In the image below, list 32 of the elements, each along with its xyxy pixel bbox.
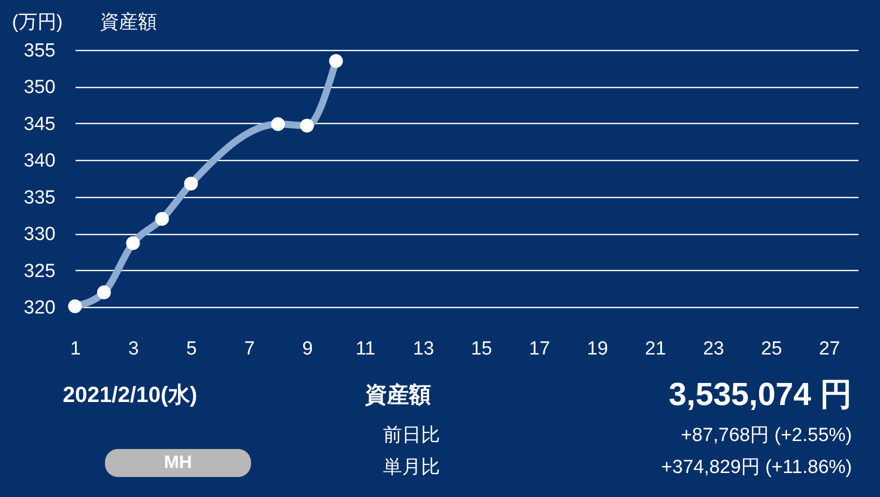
x-tick-label: 15 — [470, 338, 492, 360]
y-tick-label: 330 — [24, 224, 56, 246]
x-tick-label: 9 — [302, 338, 313, 360]
x-tick-label: 1 — [70, 338, 81, 360]
y-tick-label: 345 — [24, 114, 56, 135]
x-tick-label: 19 — [586, 338, 608, 360]
x-tick-label: 25 — [760, 338, 782, 360]
text: MH — [164, 452, 192, 472]
text: 前日比 — [383, 425, 440, 446]
x-tick-label: 21 — [644, 338, 666, 360]
x-tick-label: 3 — [128, 338, 139, 360]
chart-title: 資産額 — [100, 11, 157, 33]
text: +374,829円 (+11.86%) — [661, 457, 852, 478]
y-tick-label: 320 — [24, 298, 56, 318]
text: 資産額 — [364, 382, 431, 407]
y-tick-label: 340 — [24, 150, 56, 172]
x-tick-label: 17 — [528, 338, 550, 360]
text: 2021/2/10(水) — [62, 382, 198, 407]
y-tick-label: 325 — [24, 260, 56, 282]
text: 3,535,074 円 — [668, 376, 852, 412]
text: +87,768円 (+2.55%) — [680, 425, 852, 446]
text: 単月比 — [383, 457, 440, 478]
x-tick-label: 5 — [186, 338, 197, 360]
x-tick-label: 23 — [702, 338, 724, 360]
y-tick-label: 350 — [24, 77, 56, 98]
x-tick-label: 11 — [356, 338, 376, 360]
y-tick-label: 335 — [24, 187, 56, 208]
y-tick-label: 355 — [24, 40, 56, 62]
y-axis-title: (万円) — [12, 12, 63, 33]
x-tick-label: 27 — [818, 338, 840, 360]
x-tick-label: 7 — [244, 338, 255, 360]
x-tick-label: 13 — [412, 338, 434, 360]
